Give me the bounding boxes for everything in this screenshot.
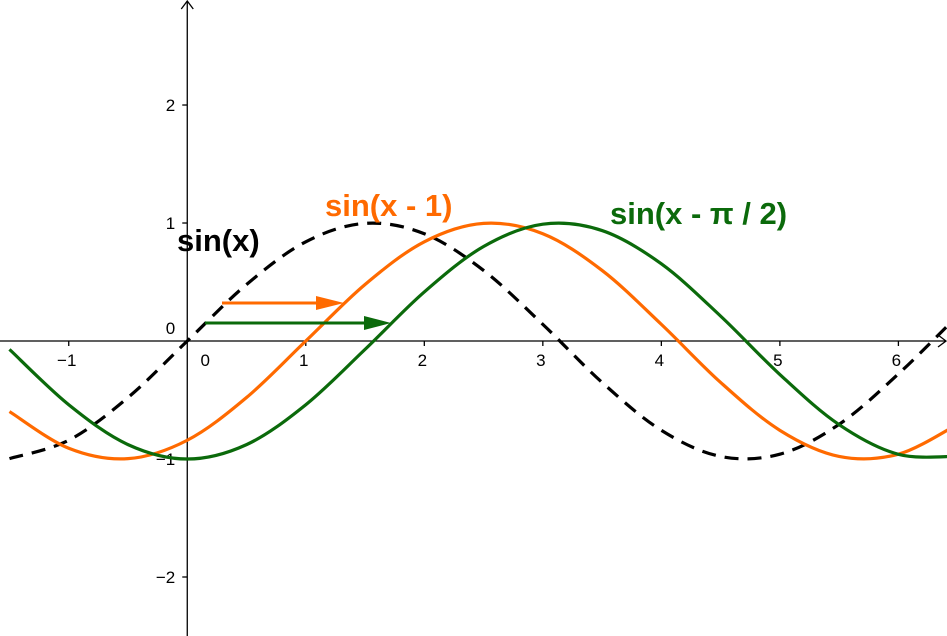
curves xyxy=(8,221,947,461)
x-axis-arrow xyxy=(937,334,947,348)
x-tick-label: 4 xyxy=(655,351,664,370)
shift-arrows xyxy=(205,296,391,330)
y-axis-arrow xyxy=(180,0,194,10)
function-label: sin(x) xyxy=(177,223,260,258)
arrow-head xyxy=(364,316,391,330)
function-label: sin(x - π / 2) xyxy=(610,196,787,231)
arrow-head xyxy=(316,296,344,310)
y-tick-label: 1 xyxy=(166,214,175,233)
x-tick-label: 2 xyxy=(418,351,427,370)
y-tick-label: 0 xyxy=(166,319,175,338)
x-tick-label: 6 xyxy=(892,351,901,370)
y-tick-label: −2 xyxy=(156,568,175,587)
function-curve xyxy=(8,221,947,461)
x-tick-label: −1 xyxy=(57,351,76,370)
x-tick-label: 3 xyxy=(536,351,545,370)
y-tick-label: 2 xyxy=(166,96,175,115)
x-tick-label: 5 xyxy=(773,351,782,370)
x-tick-label: 1 xyxy=(299,351,308,370)
x-tick-label: 0 xyxy=(201,351,210,370)
function-label: sin(x - 1) xyxy=(325,188,452,223)
function-curve xyxy=(8,221,947,461)
